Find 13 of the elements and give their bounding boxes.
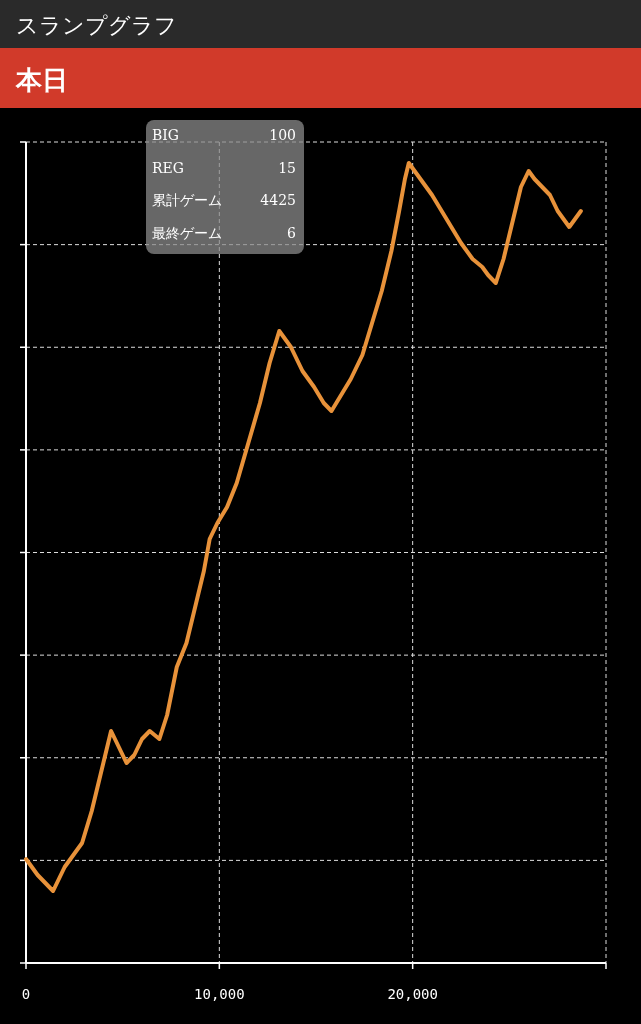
annotation: 最終ゲーム (152, 224, 222, 241)
x-tick-label: 0 (21, 986, 31, 1002)
chart-title: スランプグラフ (16, 13, 177, 38)
annotation: REG (152, 159, 184, 176)
text: BIG (152, 127, 180, 143)
annotation: 15 (278, 159, 296, 176)
chart-subtitle: 本日 (15, 65, 68, 95)
text: 100 (269, 127, 296, 143)
x-tick-label: 20,000 (387, 986, 438, 1002)
annotation: 4425 (260, 192, 296, 208)
x-tick-label: 10,000 (194, 986, 245, 1002)
annotation: 累計ゲーム (152, 192, 222, 208)
annotation: 6 (287, 224, 297, 241)
